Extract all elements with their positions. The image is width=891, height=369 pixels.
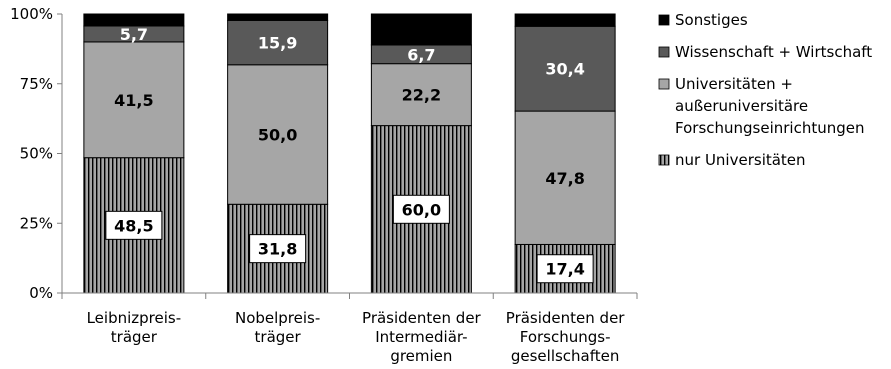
- legend-label: Wissenschaft + Wirtschaft: [675, 43, 872, 61]
- data-label-s2-c4: 47,8: [545, 169, 584, 188]
- bar-segment-2-cat-1: [83, 41, 185, 159]
- data-label-s3-c3: 6,7: [407, 45, 435, 64]
- data-label-s2-c1: 41,5: [114, 91, 153, 110]
- data-label-box-cat-3: [392, 194, 450, 224]
- y-tick-label: 100%: [10, 5, 53, 23]
- x-category-label: Leibnizpreis-träger: [87, 309, 182, 346]
- bar-segment-4-cat-2: [227, 13, 329, 21]
- bar-segment-4-cat-1: [83, 13, 185, 27]
- legend-swatch: [658, 46, 670, 58]
- bar-segment-4-cat-4: [514, 13, 616, 27]
- y-tick-label: 50%: [20, 145, 53, 163]
- data-label-s3-c2: 15,9: [258, 34, 297, 53]
- data-label-s2-c3: 22,2: [402, 86, 441, 105]
- legend-swatch: [658, 14, 670, 26]
- legend-label: nur Universitäten: [675, 151, 806, 169]
- data-label-s1-c1: 48,5: [114, 216, 153, 235]
- x-category-label: Nobelpreis-träger: [235, 309, 320, 346]
- y-tick-label: 0%: [29, 284, 53, 302]
- bar-segment-3-cat-2: [227, 19, 329, 66]
- bar-segment-2-cat-2: [227, 64, 329, 205]
- bar-segment-2-cat-3: [370, 63, 472, 127]
- data-label-box-cat-4: [536, 254, 594, 284]
- y-tick-label: 25%: [20, 214, 53, 232]
- data-label-s1-c2: 31,8: [258, 240, 297, 259]
- bar-segment-4-cat-3: [370, 13, 472, 46]
- x-category-label: Präsidenten der Intermediär-gremien: [362, 309, 482, 365]
- data-label-s3-c4: 30,4: [545, 60, 584, 79]
- data-label-box-cat-1: [105, 210, 163, 240]
- legend-swatch: [658, 154, 670, 166]
- bar-segment-2-cat-4: [514, 110, 616, 245]
- x-category-label: Präsidenten der Forschungs-gesellschaften: [506, 309, 626, 365]
- y-tick-label: 75%: [20, 75, 53, 93]
- data-label-s2-c2: 50,0: [258, 126, 297, 145]
- legend-label: Universitäten + außeruniversitäre Forschun…: [675, 75, 865, 137]
- data-label-s1-c3: 60,0: [402, 200, 441, 219]
- legend-swatch: [658, 78, 670, 90]
- data-label-s1-c4: 17,4: [545, 260, 584, 279]
- data-label-box-cat-2: [249, 234, 307, 264]
- data-label-s3-c1: 5,7: [120, 25, 148, 44]
- legend-label: Sonstiges: [675, 11, 748, 29]
